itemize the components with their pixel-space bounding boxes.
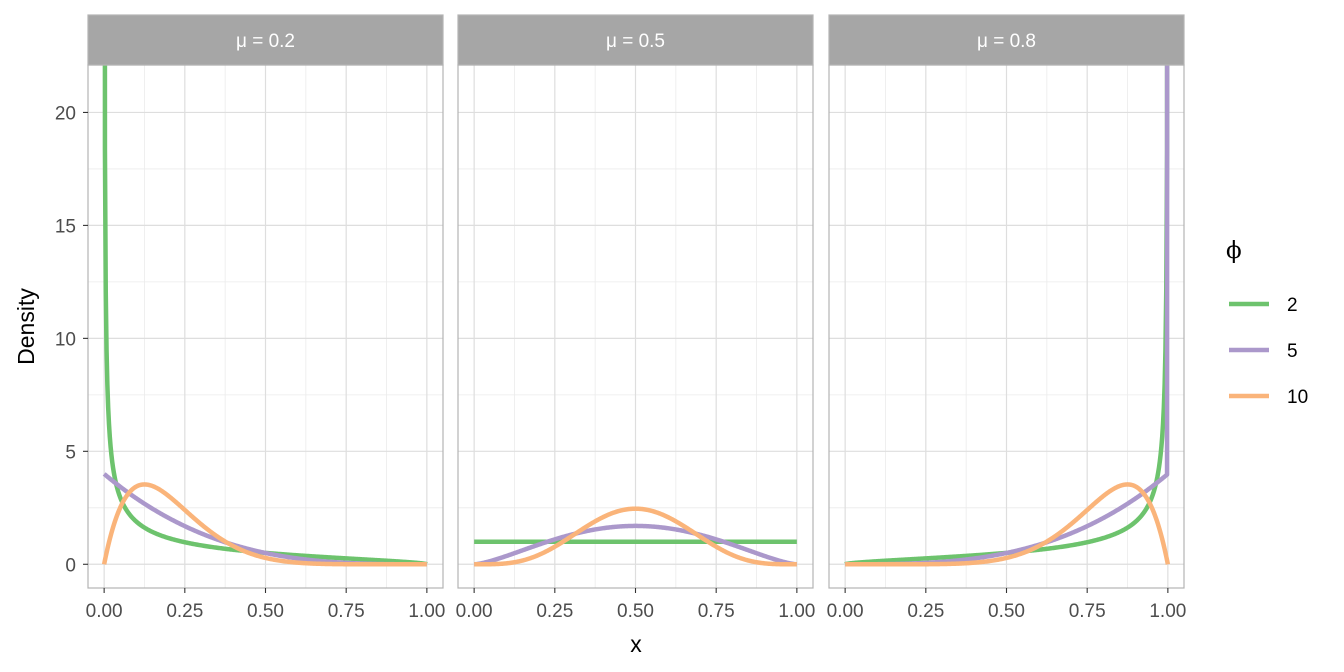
x-tick-label: 0.25 [907, 601, 944, 622]
x-tick-label: 0.50 [617, 601, 654, 622]
facet-strip-label: μ = 0.8 [977, 31, 1036, 52]
x-tick-label: 0.75 [328, 601, 365, 622]
legend-label: 5 [1287, 341, 1298, 362]
facet-strip-label: μ = 0.5 [606, 31, 665, 52]
facet-strip-label: μ = 0.2 [236, 31, 295, 52]
legend-label: 2 [1287, 295, 1298, 316]
x-tick-label: 0.00 [456, 601, 493, 622]
legend-title: ϕ [1226, 238, 1242, 264]
x-tick-label: 1.00 [408, 601, 445, 622]
legend: ϕ 2 5 10 [1226, 238, 1308, 408]
x-tick-label: 0.00 [86, 601, 123, 622]
series-group [101, 65, 429, 567]
y-tick-label: 0 [65, 555, 76, 576]
facet-panel: μ = 0.8 0.00 0.25 0.50 0.75 1.00 [827, 14, 1186, 622]
series-group [843, 65, 1171, 567]
x-axis-title: x [630, 631, 642, 657]
facet-panel: μ = 0.5 0.00 0.25 0.50 0.75 1.00 [456, 14, 815, 622]
series-line-phi-10 [843, 482, 1171, 567]
y-tick-label: 10 [55, 329, 76, 350]
series-group [472, 506, 799, 567]
y-axis-title: Density [13, 288, 39, 365]
x-tick-label: 0.75 [1069, 601, 1106, 622]
x-tick-label: 0.50 [247, 601, 284, 622]
x-tick-label: 0.25 [166, 601, 203, 622]
facet-strip [828, 14, 1185, 66]
facet-strip [457, 14, 814, 66]
x-tick-label: 0.50 [988, 601, 1025, 622]
x-tick-label: 1.00 [778, 601, 815, 622]
facet-panel: μ = 0.2 0.00 0.25 0.50 0.75 1.00 [86, 14, 445, 622]
series-line-phi-5 [472, 523, 799, 567]
x-tick-label: 0.00 [827, 601, 864, 622]
legend-label: 10 [1287, 387, 1308, 408]
series-line-phi-10 [472, 506, 799, 567]
x-tick-label: 0.75 [698, 601, 735, 622]
x-tick-label: 0.25 [536, 601, 573, 622]
series-line-phi-10 [101, 482, 429, 567]
y-tick-label: 5 [65, 442, 76, 463]
y-tick-label: 15 [55, 216, 76, 237]
y-tick-label: 20 [55, 103, 76, 124]
facet-strip [87, 14, 444, 66]
x-tick-label: 1.00 [1149, 601, 1186, 622]
